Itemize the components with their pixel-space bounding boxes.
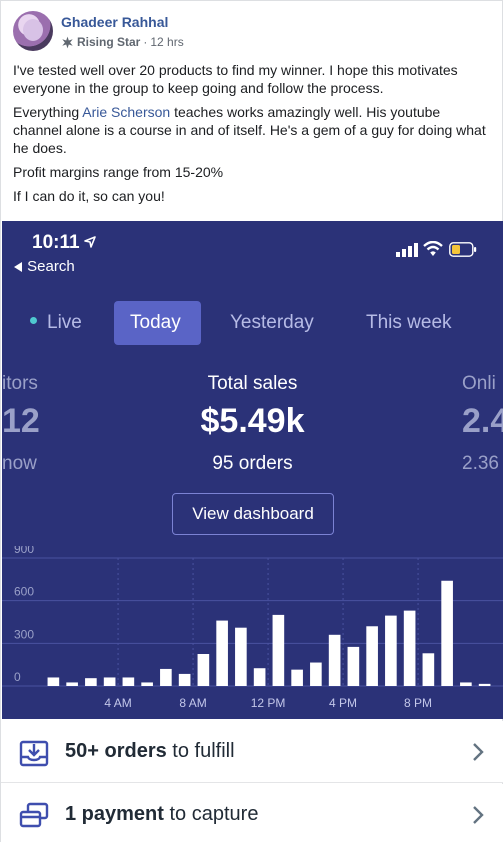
online-value: 2.4	[462, 402, 503, 440]
chart-bar	[441, 580, 453, 686]
orders-count: 95 orders	[212, 453, 293, 474]
paragraph-text: teaches works amazingly well. His youtub…	[13, 104, 486, 156]
payment-to-capture-row[interactable]: 1 payment to capture	[1, 784, 503, 842]
cell-signal-icon	[396, 243, 418, 257]
mention-link[interactable]: Arie Scherson	[82, 104, 171, 120]
rising-star-icon	[62, 36, 73, 48]
x-tick-label: 12 PM	[251, 696, 286, 710]
orders-to-fulfill-row[interactable]: 50+ orders to fulfill	[1, 721, 503, 783]
battery-icon	[449, 242, 477, 257]
badge-label[interactable]: Rising Star	[77, 35, 141, 49]
status-bar: 10:11 Search	[2, 221, 503, 281]
online-sub: 2.36	[462, 453, 499, 474]
chart-bar	[310, 662, 322, 686]
chart-bar	[478, 683, 491, 686]
chevron-right-icon	[473, 806, 484, 824]
paragraph-text: Everything	[13, 104, 83, 120]
visitors-label: itors	[2, 373, 38, 394]
payment-card-icon	[19, 802, 49, 828]
capture-count: 1 payment	[65, 803, 164, 825]
chart-bar	[235, 627, 247, 686]
view-dashboard-button[interactable]: View dashboard	[172, 493, 334, 535]
visitors-sub: now	[2, 453, 37, 474]
paragraph: If I can do it, so can you!	[13, 188, 165, 204]
online-label: Onli	[462, 373, 496, 394]
chart-bar	[160, 668, 172, 686]
capture-rest: to capture	[163, 803, 259, 825]
chart-bar	[403, 610, 416, 686]
time-text: 10:11	[32, 232, 80, 253]
chart-bar	[291, 669, 303, 686]
chart-bar	[85, 678, 97, 686]
x-tick-label: 8 AM	[179, 696, 206, 710]
fulfill-text: 50+ orders to fulfill	[65, 740, 235, 763]
status-time: 10:11	[32, 232, 96, 254]
author-name[interactable]: Ghadeer Rahhal	[61, 14, 169, 30]
y-tick-label: 0	[14, 670, 21, 684]
chart-bar	[328, 634, 341, 686]
fulfill-rest: to fulfill	[166, 740, 235, 762]
chart-bar	[197, 654, 210, 686]
tab-yesterday[interactable]: Yesterday	[230, 312, 314, 333]
paragraph: Profit margins range from 15-20%	[13, 164, 224, 180]
x-tick-label: 4 AM	[104, 696, 131, 710]
sales-bar-chart: 900 600 300 0 4 AM 8 AM 12 PM 4 PM 8 PM	[2, 546, 503, 710]
chart-bar	[103, 677, 116, 686]
back-triangle-icon	[14, 262, 22, 273]
tab-live[interactable]: Live	[30, 301, 82, 345]
back-to-search[interactable]: Search	[14, 258, 75, 275]
tab-today[interactable]: Today	[114, 301, 201, 345]
chart-bar	[422, 653, 435, 686]
back-label: Search	[27, 258, 75, 275]
post-meta: Rising Star · 12 hrs	[61, 35, 184, 49]
avatar[interactable]	[13, 11, 53, 51]
post-timestamp[interactable]: 12 hrs	[150, 35, 184, 49]
chevron-right-icon	[473, 743, 484, 761]
wifi-icon	[423, 241, 443, 256]
paragraph: I've tested well over 20 products to fin…	[13, 62, 458, 96]
y-tick-label: 900	[14, 546, 34, 556]
y-tick-label: 300	[14, 627, 34, 641]
total-sales-label: Total sales	[207, 373, 298, 394]
chart-bar	[122, 677, 135, 686]
tab-this-week[interactable]: This week	[366, 312, 452, 333]
chart-bar	[385, 615, 397, 686]
inbox-download-icon	[19, 740, 49, 767]
chart-bar	[141, 682, 153, 686]
period-tabs: Live Today Yesterday This week	[2, 301, 503, 345]
chart-bar	[216, 620, 228, 686]
location-arrow-icon	[83, 236, 96, 248]
chart-bar	[66, 682, 78, 686]
tab-label: Live	[47, 312, 82, 333]
visitors-value: 12	[2, 402, 40, 440]
phone-screenshot[interactable]: 10:11 Search Live Today Ye	[2, 221, 503, 719]
y-tick-label: 600	[14, 585, 34, 599]
meta-separator: ·	[143, 35, 148, 49]
chart-bar	[347, 646, 360, 686]
capture-text: 1 payment to capture	[65, 803, 258, 826]
x-tick-label: 8 PM	[404, 696, 432, 710]
chart-bar	[253, 668, 266, 686]
total-sales-value: $5.49k	[200, 402, 305, 440]
chart-bar	[272, 614, 285, 686]
chart-bar	[460, 682, 472, 686]
chart-bar	[366, 626, 378, 686]
chart-bar	[178, 673, 191, 686]
fulfill-count: 50+ orders	[65, 740, 167, 762]
live-dot-icon	[30, 317, 37, 325]
x-tick-label: 4 PM	[329, 696, 357, 710]
post-text: I've tested well over 20 products to fin…	[13, 61, 491, 211]
paragraph: Everything Arie Scherson teaches works a…	[13, 103, 491, 157]
chart-bar	[47, 677, 60, 686]
